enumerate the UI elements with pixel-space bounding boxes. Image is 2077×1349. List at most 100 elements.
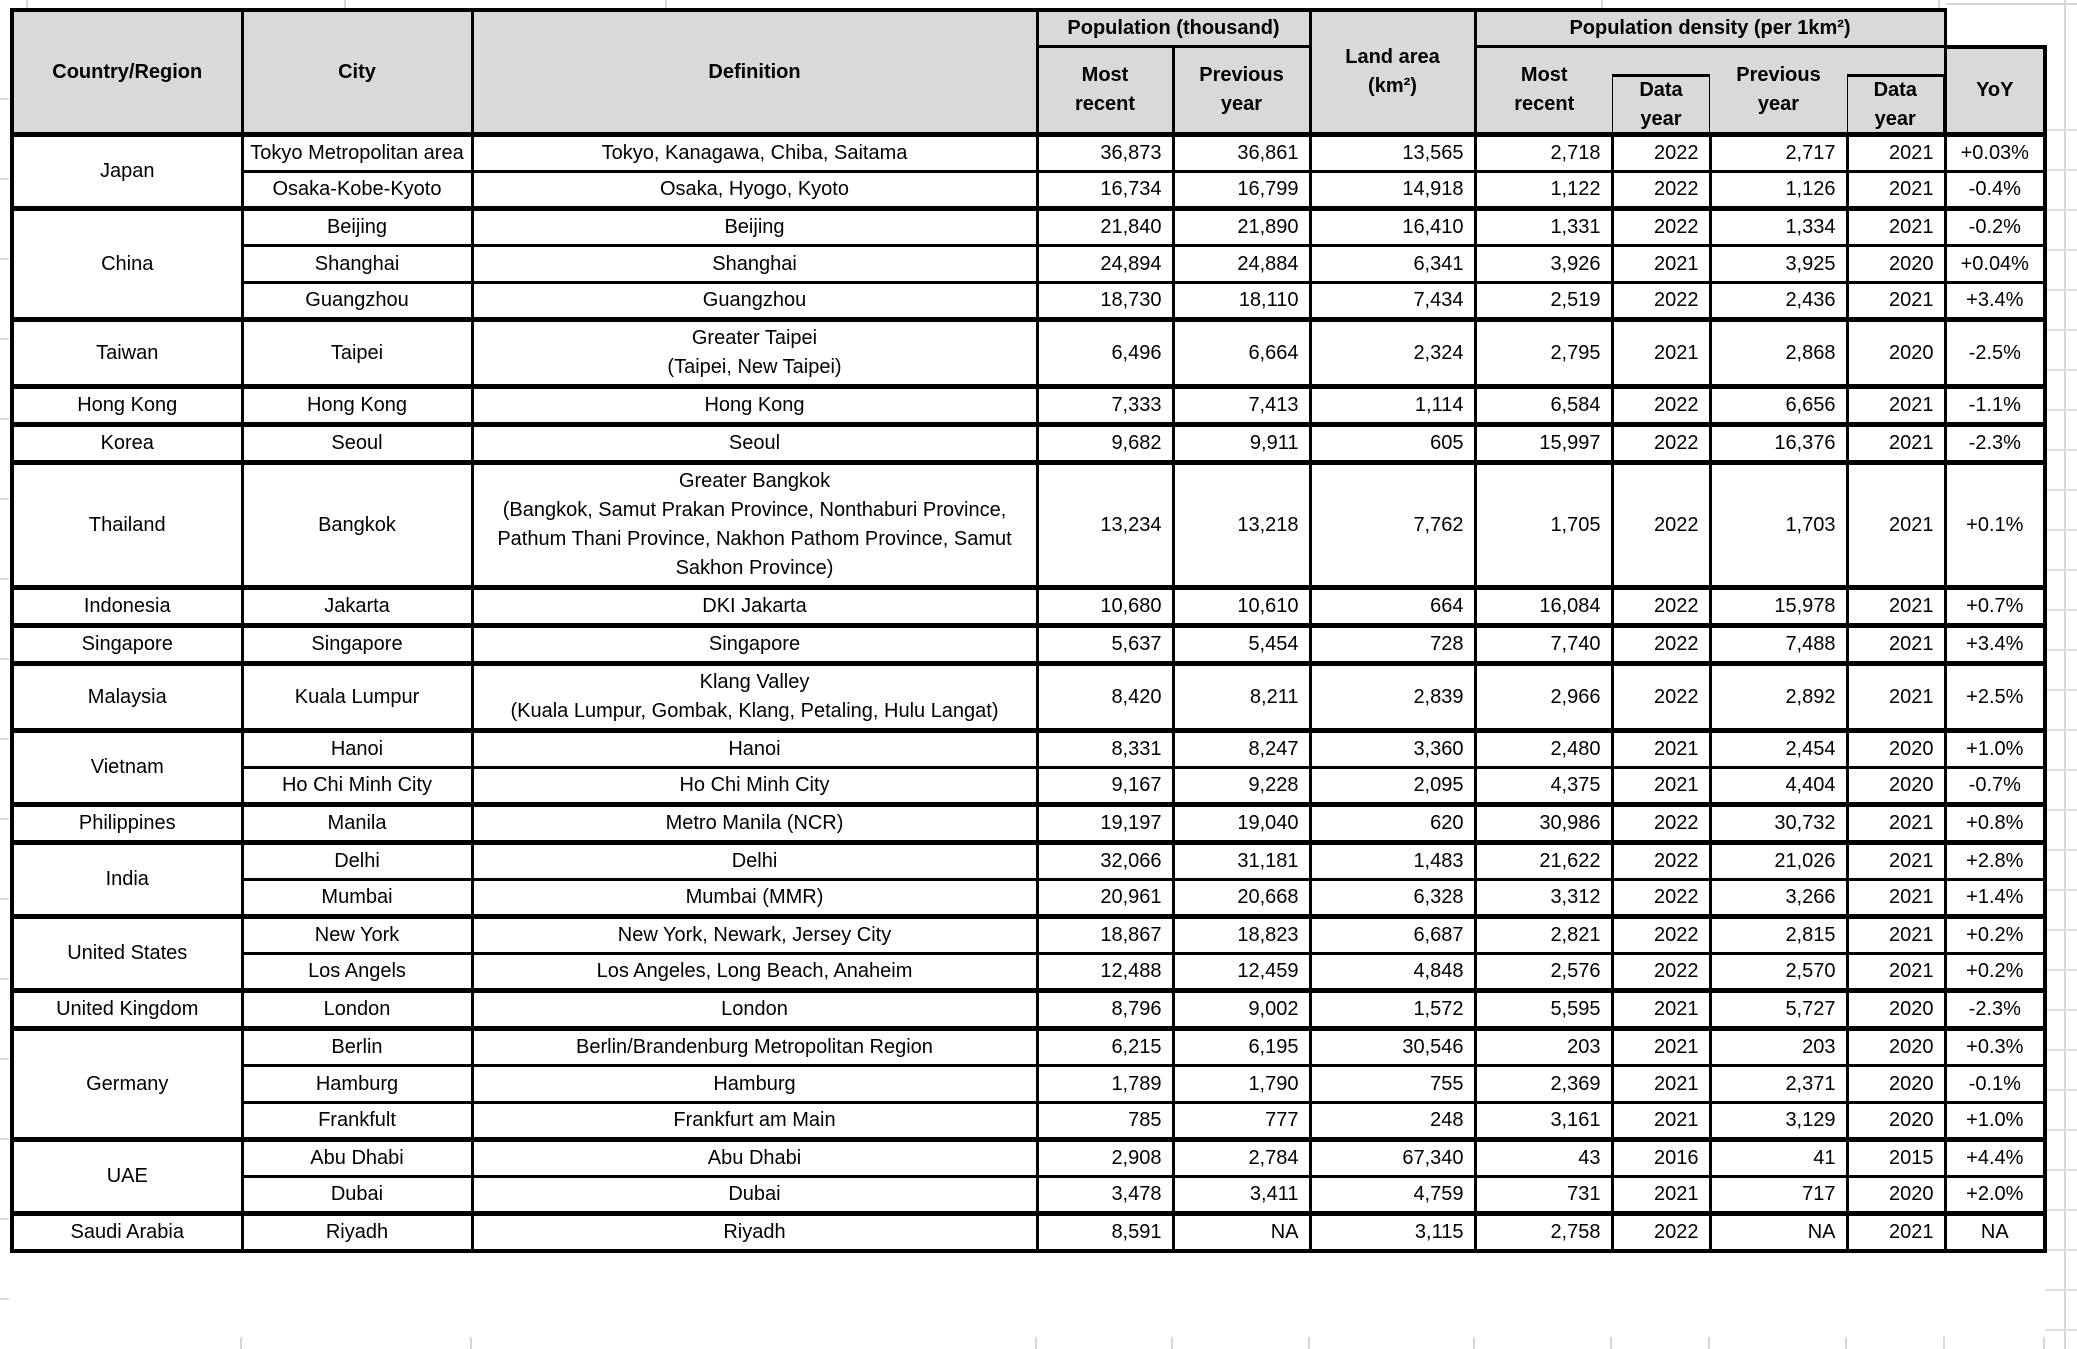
column-group-population: Population (thousand) [1035, 8, 1312, 48]
city-cell: Dubai [240, 1175, 474, 1215]
land-area-cell: 728 [1308, 623, 1477, 665]
definition-cell: Metro Manila (NCR) [470, 802, 1039, 844]
density-most-recent-cell: 731 [1473, 1175, 1614, 1215]
yoy-cell: -2.3% [1943, 988, 2048, 1030]
yoy-cell: +2.8% [1943, 840, 2048, 881]
yoy-cell: +4.4% [1943, 1137, 2048, 1178]
excel-gridline [1171, 1337, 1173, 1349]
density-most-recent-cell: 1,331 [1473, 206, 1614, 247]
yoy-cell: +2.0% [1943, 1175, 2048, 1215]
population-most-recent-cell: 5,637 [1035, 623, 1175, 665]
city-cell: Berlin [240, 1026, 474, 1067]
city-cell: Singapore [240, 623, 474, 665]
city-cell: Hamburg [240, 1064, 474, 1104]
population-most-recent-cell: 13,234 [1035, 460, 1175, 589]
land-area-cell: 6,328 [1308, 878, 1477, 918]
yoy-cell: +1.0% [1943, 728, 2048, 769]
land-area-cell: 6,341 [1308, 244, 1477, 284]
density-data-year-cell: 2021 [1610, 1026, 1712, 1067]
density-data-year-cell: 2022 [1610, 1211, 1712, 1253]
density-data-year-cell: 2022 [1610, 460, 1712, 589]
definition-cell: Tokyo, Kanagawa, Chiba, Saitama [470, 132, 1039, 173]
density-previous-year-cell: 15,978 [1708, 585, 1849, 627]
column-group-population-density: Population density (per 1km²) [1473, 8, 1947, 48]
population-most-recent-cell: 21,840 [1035, 206, 1175, 247]
definition-cell: New York, Newark, Jersey City [470, 914, 1039, 955]
density-data-year-cell: 2022 [1610, 623, 1712, 665]
density-data-year-cell: 2021 [1845, 585, 1947, 627]
density-most-recent-cell: 6,584 [1473, 384, 1614, 426]
density-most-recent-cell: 2,718 [1473, 132, 1614, 173]
city-cell: Beijing [240, 206, 474, 247]
column-header-pop-most-recent: Most recent [1035, 45, 1175, 137]
density-previous-year-cell: 2,717 [1708, 132, 1849, 173]
country-cell: Vietnam [10, 728, 244, 806]
city-cell: Los Angels [240, 952, 474, 992]
density-data-year-cell: 2021 [1610, 317, 1712, 388]
density-most-recent-cell: 3,926 [1473, 244, 1614, 284]
density-data-year-cell: 2020 [1845, 1064, 1947, 1104]
population-previous-year-cell: 1,790 [1171, 1064, 1312, 1104]
definition-cell: Osaka, Hyogo, Kyoto [470, 170, 1039, 210]
city-cell: Mumbai [240, 878, 474, 918]
country-cell: Hong Kong [10, 384, 244, 426]
population-most-recent-cell: 9,682 [1035, 422, 1175, 464]
density-most-recent-cell: 1,705 [1473, 460, 1614, 589]
yoy-cell: +0.03% [1943, 132, 2048, 173]
population-most-recent-cell: 6,496 [1035, 317, 1175, 388]
population-previous-year-cell: 8,247 [1171, 728, 1312, 769]
city-cell: Osaka-Kobe-Kyoto [240, 170, 474, 210]
density-most-recent-cell: 5,595 [1473, 988, 1614, 1030]
excel-gridline [1035, 1337, 1037, 1349]
population-previous-year-cell: 10,610 [1171, 585, 1312, 627]
density-data-year-cell: 2021 [1845, 1211, 1947, 1253]
land-area-cell: 605 [1308, 422, 1477, 464]
density-data-year-cell: 2022 [1610, 422, 1712, 464]
density-most-recent-cell: 3,312 [1473, 878, 1614, 918]
definition-cell: Beijing [470, 206, 1039, 247]
land-area-cell: 30,546 [1308, 1026, 1477, 1067]
definition-cell: Greater Taipei (Taipei, New Taipei) [470, 317, 1039, 388]
density-data-year-cell: 2020 [1845, 728, 1947, 769]
density-previous-year-cell: 2,454 [1708, 728, 1849, 769]
city-cell: Kuala Lumpur [240, 661, 474, 732]
population-previous-year-cell: 5,454 [1171, 623, 1312, 665]
yoy-cell: +3.4% [1943, 623, 2048, 665]
density-most-recent-cell: 2,758 [1473, 1211, 1614, 1253]
country-cell: United Kingdom [10, 988, 244, 1030]
density-data-year-cell: 2021 [1845, 206, 1947, 247]
population-most-recent-cell: 9,167 [1035, 766, 1175, 806]
excel-gridline [344, 0, 346, 8]
density-data-year-cell: 2021 [1845, 802, 1947, 844]
density-data-year-cell: 2020 [1845, 1175, 1947, 1215]
city-population-table: Country/Region City Definition Populatio… [10, 8, 2048, 1253]
density-data-year-cell: 2021 [1845, 170, 1947, 210]
data-year-inset-box: Data year [1612, 74, 1710, 131]
yoy-cell: -0.1% [1943, 1064, 2048, 1104]
table-row: Korea Seoul Seoul 9,682 9,911 605 15,997 2022 16… [10, 422, 2048, 464]
density-data-year-cell: 2021 [1845, 840, 1947, 881]
excel-gridline [1601, 0, 1603, 8]
yoy-cell: +0.7% [1943, 585, 2048, 627]
land-area-cell: 2,095 [1308, 766, 1477, 806]
population-most-recent-cell: 24,894 [1035, 244, 1175, 284]
population-previous-year-cell: 12,459 [1171, 952, 1312, 992]
yoy-cell: -1.1% [1943, 384, 2048, 426]
density-previous-year-cell: NA [1708, 1211, 1849, 1253]
yoy-cell: +3.4% [1943, 281, 2048, 321]
yoy-cell: -2.5% [1943, 317, 2048, 388]
density-data-year-cell: 2022 [1610, 585, 1712, 627]
density-previous-year-cell: 717 [1708, 1175, 1849, 1215]
country-cell: Korea [10, 422, 244, 464]
definition-cell: Ho Chi Minh City [470, 766, 1039, 806]
definition-cell: Hamburg [470, 1064, 1039, 1104]
data-year-inset-box: Data year [1847, 74, 1946, 131]
density-previous-year-cell: 21,026 [1708, 840, 1849, 881]
yoy-cell: -2.3% [1943, 422, 2048, 464]
empty-corner-cell [1945, 10, 2046, 47]
city-cell: Riyadh [240, 1211, 474, 1253]
population-most-recent-cell: 18,730 [1035, 281, 1175, 321]
population-previous-year-cell: 19,040 [1171, 802, 1312, 844]
city-cell: Seoul [240, 422, 474, 464]
table-row: Hong Kong Hong Kong Hong Kong 7,333 7,413 1,1… [10, 384, 2048, 426]
